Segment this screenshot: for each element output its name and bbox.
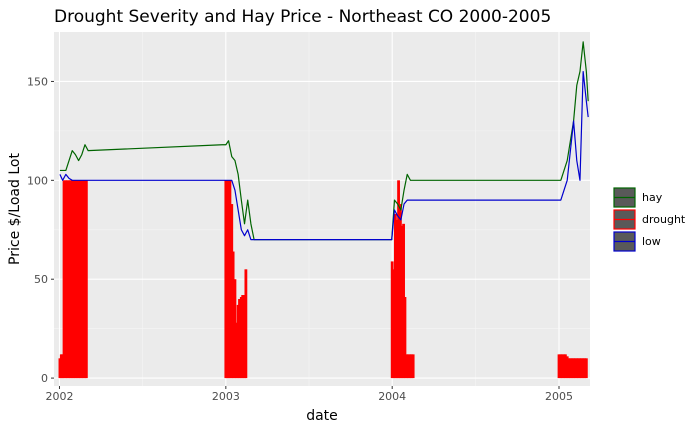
drought-bar [81,180,85,379]
y-axis: 0 50 100 150 [27,75,54,385]
drought-bar [390,261,394,379]
y-axis-title: Price $/Load Lot [7,153,23,265]
drought-bar [403,297,407,379]
drought-bar [583,358,586,379]
drought-bar [228,180,232,379]
grid-minor [54,32,590,386]
y-tick-label: 150 [27,75,48,88]
drought-bar [576,358,580,379]
x-tick-label: 2002 [45,390,73,403]
drought-bar [573,358,577,379]
drought-bar [400,225,404,379]
y-tick-label: 0 [41,372,48,385]
drought-bar [69,180,72,379]
price-lines [59,41,589,241]
x-tick-label: 2005 [545,390,573,403]
y-tick-label: 100 [27,174,48,187]
drought-bar [238,298,241,379]
drought-bar [231,251,235,379]
drought-bar [84,180,88,379]
drought-bar [72,180,75,379]
drought-bar [397,180,400,379]
x-axis-title: date [306,408,338,424]
drought-bar [241,295,245,379]
drought-bars [58,180,588,379]
legend-label: low [642,235,661,248]
legend-item-drought: drought [613,209,686,230]
drought-bar [406,354,410,379]
drought-bar [65,180,69,379]
drought-bar [411,354,415,379]
drought-bar [570,358,574,379]
drought-bar [244,269,248,379]
drought-bar [584,358,588,379]
drought-bar [78,180,82,379]
legend: hay drought low [613,187,686,252]
drought-bar [567,358,570,379]
drought-bar [560,354,564,379]
drought-bar [409,354,413,379]
chart-title: Drought Severity and Hay Price - Northea… [54,7,551,27]
legend-label: drought [642,213,686,226]
legend-label: hay [642,191,663,204]
drought-bar [393,213,397,379]
plot-panel [54,32,590,386]
low-line [59,70,589,241]
x-tick-label: 2003 [212,390,240,403]
drought-bar [579,358,583,379]
hay-line [59,41,589,241]
drought-bar [563,354,567,379]
legend-item-low: low [613,231,661,252]
drought-bar [62,180,66,379]
legend-item-hay: hay [613,187,663,208]
x-tick-label: 2004 [378,390,406,403]
drought-bar [234,322,238,379]
y-tick-label: 50 [34,273,48,286]
drought-bar [557,354,561,379]
x-axis: 2002 2003 2004 2005 [45,386,573,403]
drought-bar [75,180,79,379]
